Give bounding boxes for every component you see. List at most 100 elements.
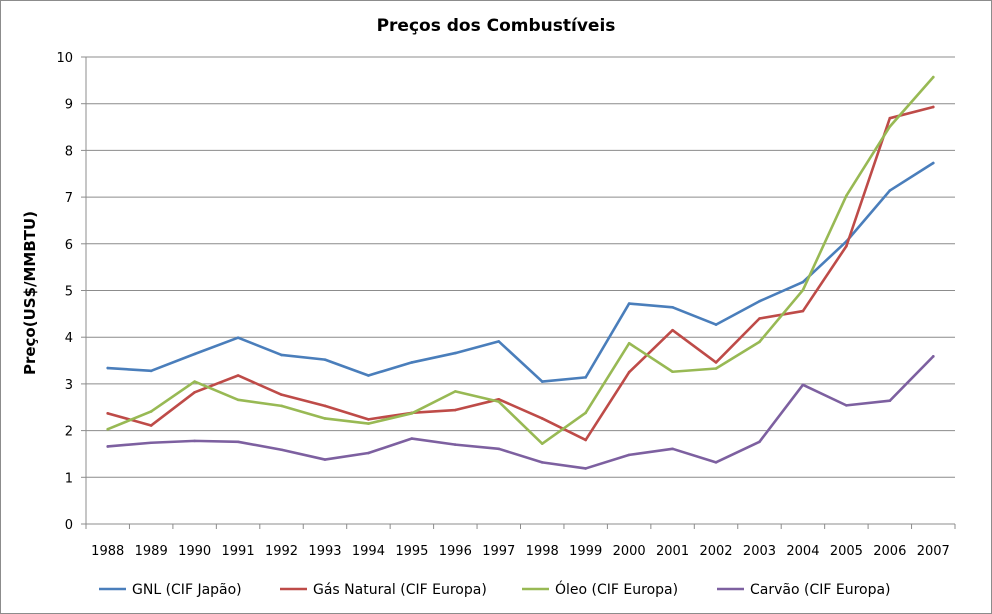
legend-label: Óleo (CIF Europa) — [555, 580, 678, 598]
grid-lines — [86, 56, 955, 478]
data-point — [410, 412, 414, 415]
x-tick-label-1993: 1993 — [308, 544, 341, 559]
data-point — [236, 336, 240, 339]
x-tick-labels: 1988 1989 1990 1991 1992 1993 1994 1995 1996 1997… — [91, 544, 950, 559]
y-tick-label: 5 — [65, 285, 73, 300]
data-point — [801, 280, 805, 284]
y-axis-label: Preço(US$/MMBTU) — [21, 211, 39, 375]
data-point — [714, 361, 718, 364]
data-point — [497, 340, 501, 343]
data-point — [454, 351, 457, 355]
x-tick-label-1997: 1997 — [482, 544, 515, 559]
data-point — [931, 75, 935, 79]
data-point — [671, 370, 674, 374]
data-point — [106, 445, 110, 448]
data-point — [627, 341, 631, 345]
data-point — [193, 352, 196, 356]
y-tick-labels: 0 1 2 3 4 5 6 7 8 9 10 — [56, 51, 73, 533]
y-tick-label: 3 — [65, 378, 73, 393]
data-point — [410, 361, 414, 364]
legend-label: Gás Natural (CIF Europa) — [313, 582, 487, 598]
data-point — [410, 437, 414, 440]
data-point — [106, 366, 110, 370]
data-point — [627, 370, 631, 374]
x-tick-label-2004: 2004 — [786, 544, 819, 559]
data-point — [149, 424, 153, 427]
data-point — [758, 440, 761, 444]
x-tick-label-1999: 1999 — [569, 544, 602, 559]
x-tick-label-2002: 2002 — [699, 544, 732, 559]
chart-title: Preços dos Combustíveis — [377, 16, 616, 36]
series-line-3 — [106, 355, 935, 470]
data-point — [627, 302, 631, 305]
data-point — [931, 161, 935, 165]
y-tick-label: 8 — [65, 144, 73, 159]
data-point — [367, 422, 370, 425]
x-tick-label-1992: 1992 — [265, 544, 298, 559]
data-point — [280, 353, 283, 357]
data-point — [931, 105, 935, 109]
x-tick-label-2001: 2001 — [656, 544, 689, 559]
data-point — [584, 467, 587, 470]
data-point — [801, 383, 805, 387]
data-point — [367, 451, 370, 455]
x-tick-label-1998: 1998 — [526, 544, 559, 559]
y-tick-label: 2 — [65, 425, 73, 440]
data-point — [149, 441, 153, 445]
x-tick-label-1995: 1995 — [395, 544, 428, 559]
data-point — [714, 323, 718, 326]
data-point — [454, 408, 457, 412]
data-point — [584, 411, 587, 415]
data-point — [323, 458, 327, 461]
legend: GNL (CIF Japão) Gás Natural (CIF Europa) Ó… — [99, 580, 891, 598]
data-point — [845, 194, 848, 197]
data-point — [540, 461, 544, 464]
y-tick-label: 0 — [65, 518, 73, 533]
data-point — [497, 400, 501, 403]
data-point — [671, 447, 674, 451]
data-point — [931, 355, 935, 358]
data-point — [888, 116, 892, 120]
series-line-0 — [106, 161, 935, 383]
x-tick-label-2005: 2005 — [830, 544, 863, 559]
data-point — [540, 380, 544, 383]
x-tick-label-2003: 2003 — [743, 544, 776, 559]
series-line-2 — [106, 75, 935, 445]
data-point — [454, 390, 457, 393]
data-point — [801, 309, 805, 313]
data-point — [367, 418, 370, 421]
x-tick-label-1994: 1994 — [352, 544, 385, 559]
data-point — [758, 340, 761, 344]
data-point — [236, 440, 240, 444]
data-point — [497, 447, 501, 451]
data-point — [149, 369, 153, 373]
legend-entry-1: Gás Natural (CIF Europa) — [280, 582, 487, 598]
series-lines — [106, 75, 935, 470]
y-tick-label: 1 — [65, 471, 73, 486]
legend-label: Carvão (CIF Europa) — [750, 582, 891, 598]
y-tick-label: 9 — [65, 98, 73, 113]
data-point — [193, 380, 196, 383]
data-point — [888, 399, 892, 403]
data-point — [584, 376, 587, 379]
axes — [81, 56, 956, 529]
legend-label: GNL (CIF Japão) — [132, 582, 242, 598]
data-point — [367, 374, 370, 377]
data-point — [280, 448, 283, 452]
data-point — [888, 125, 892, 128]
data-point — [671, 306, 674, 309]
x-tick-label-1988: 1988 — [91, 544, 124, 559]
data-point — [236, 374, 240, 377]
data-point — [280, 393, 283, 396]
y-tick-label: 10 — [56, 51, 73, 66]
y-tick-label: 7 — [65, 191, 73, 206]
data-point — [584, 438, 587, 442]
x-tick-label-2007: 2007 — [917, 544, 950, 559]
data-point — [540, 442, 544, 445]
data-point — [149, 410, 153, 413]
legend-entry-0: GNL (CIF Japão) — [99, 582, 242, 598]
data-point — [758, 299, 761, 303]
data-point — [714, 461, 718, 464]
x-tick-label-2000: 2000 — [613, 544, 646, 559]
